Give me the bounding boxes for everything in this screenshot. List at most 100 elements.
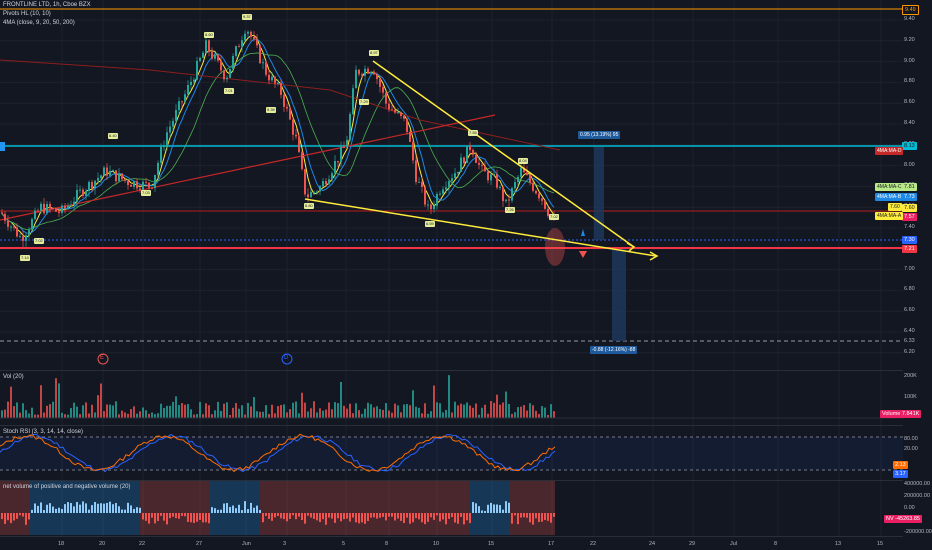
pane-separator[interactable] (0, 425, 903, 426)
candle-body (10, 226, 12, 228)
net-volume-bar (97, 503, 99, 513)
target-up-box[interactable] (594, 147, 604, 240)
pane-separator[interactable] (0, 536, 903, 537)
candle-body (235, 46, 237, 56)
volume-bar (304, 402, 306, 418)
stoch-d-tag: 3.17 (893, 470, 908, 478)
candle-body (142, 181, 144, 191)
net-volume-bar (292, 513, 294, 516)
dividend-event-marker[interactable] (281, 353, 293, 365)
candle-body (424, 186, 426, 205)
trendline-lower[interactable] (304, 198, 657, 257)
pane-separator[interactable] (0, 480, 903, 481)
net-volume-bar (265, 513, 267, 516)
candle-body (1, 212, 3, 214)
ma-label: 4MA:MA-D (875, 147, 904, 155)
net-volume-pane-title[interactable]: net volume of positive and negative volu… (3, 484, 131, 490)
candle-body (481, 164, 483, 166)
net-volume-bar (148, 513, 150, 524)
volume-bar (4, 409, 6, 418)
pivot-label: 7.29 (359, 99, 369, 105)
volume-bar (349, 403, 351, 418)
candle-body (103, 167, 105, 176)
price-tag: 7.81 (902, 183, 917, 191)
candle-body (292, 119, 294, 135)
candle-body (253, 36, 255, 40)
net-volume-bar (424, 513, 426, 525)
net-volume-bar (268, 513, 270, 519)
net-volume-bar (91, 505, 93, 513)
volume-bar (64, 414, 66, 418)
candle-body (19, 236, 21, 238)
net-volume-bar (472, 502, 474, 513)
volume-bar (142, 407, 144, 418)
candle-body (187, 84, 189, 95)
net-volume-zone (0, 481, 30, 535)
candle-body (130, 184, 132, 187)
net-volume-bar (235, 508, 237, 513)
target-down-box[interactable] (612, 249, 626, 341)
pivot-label: 6.59 (425, 221, 435, 227)
candle-body (259, 45, 261, 64)
pane-separator[interactable] (0, 370, 903, 371)
volume-bar (199, 401, 201, 418)
candle-body (280, 82, 282, 95)
net-volume-bar (406, 513, 408, 518)
volume-bar (478, 414, 480, 418)
volume-bar (67, 414, 69, 418)
stoch-pane-title[interactable]: Stoch RSI (3, 3, 14, 14, close) (3, 429, 84, 435)
net-volume-bar (151, 513, 153, 518)
volume-bar (196, 414, 198, 418)
net-volume-bar (226, 503, 228, 513)
volume-bar (469, 405, 471, 418)
indicator-pivots-label[interactable]: Pivots HL (10, 10) (3, 11, 51, 17)
chart-canvas[interactable] (0, 0, 903, 550)
price-tick: 8.00 (904, 161, 915, 168)
candle-body (127, 180, 129, 185)
price-axis[interactable] (903, 0, 932, 550)
net-volume-bar (553, 513, 555, 517)
highlight-ellipse[interactable] (545, 228, 565, 266)
volume-bar (124, 412, 126, 418)
candle-body (166, 132, 168, 147)
chart-title[interactable]: FRONTLINE LTD, 1h, Cboe BZX (3, 2, 91, 8)
candle-body (184, 94, 186, 102)
net-volume-bar (526, 513, 528, 518)
net-volume-bar (169, 513, 171, 519)
candlesticks (1, 30, 555, 247)
price-tick: 7.00 (904, 265, 915, 272)
candle-body (244, 33, 246, 41)
volume-bar (373, 407, 375, 418)
volume-bar (181, 403, 183, 418)
net-volume-bar (499, 505, 501, 513)
target-down-label[interactable]: -0.88 (-12.16%) -88 (590, 346, 638, 354)
volume-pane-title[interactable]: Vol (20) (3, 374, 24, 380)
net-volume-bar (283, 513, 285, 520)
volume-bar (244, 414, 246, 418)
volume-bar (307, 411, 309, 418)
indicator-ma-label[interactable]: 4MA (close, 9, 20, 50, 200) (3, 20, 75, 26)
net-volume-bar (301, 513, 303, 521)
candle-body (286, 106, 288, 109)
volume-bar (271, 404, 273, 418)
net-volume-bar (58, 507, 60, 513)
volume-bar (190, 409, 192, 418)
candle-body (16, 227, 18, 237)
volume-bar (316, 412, 318, 418)
net-volume-bar (541, 513, 543, 522)
candle-body (541, 198, 543, 201)
net-volume-bar (445, 513, 447, 525)
net-volume-zone (510, 481, 555, 535)
net-volume-bar (229, 506, 231, 513)
earnings-event-marker[interactable] (97, 353, 109, 365)
pivot-label: 7.55 (468, 130, 478, 136)
target-up-label[interactable]: 0.95 (13.19%) 95 (578, 131, 621, 139)
net-volume-bar (37, 505, 39, 513)
time-tick: 8 (385, 541, 389, 547)
net-volume-bar (172, 513, 174, 517)
net-volume-bar (340, 513, 342, 522)
volume-bar (433, 385, 435, 418)
volume-bar (301, 392, 303, 418)
trendline-upper[interactable] (372, 60, 635, 248)
candle-body (43, 203, 45, 214)
